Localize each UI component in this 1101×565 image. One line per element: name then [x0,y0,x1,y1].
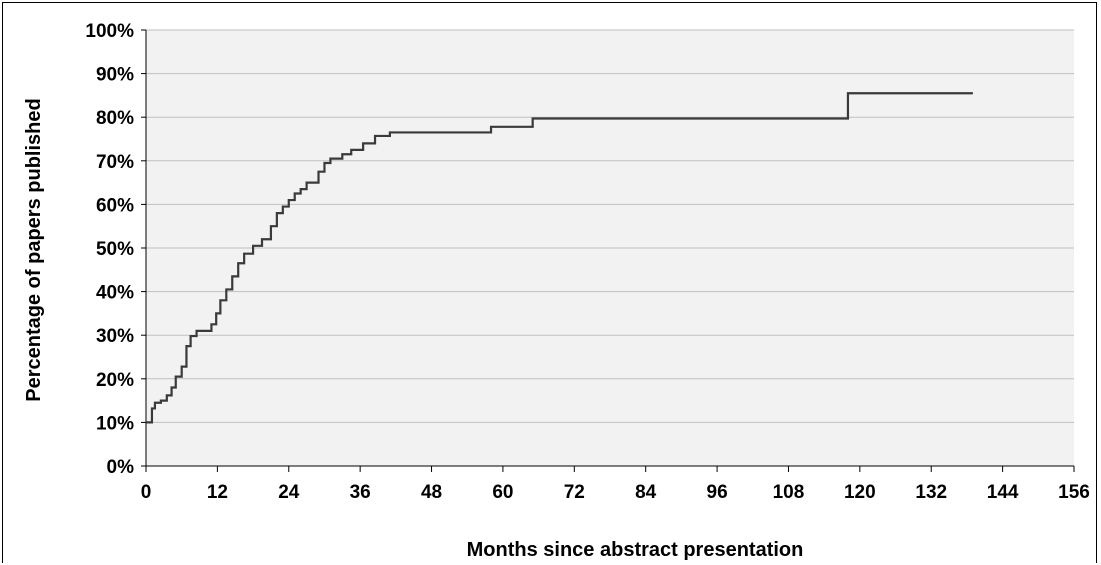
y-axis-title: Percentage of papers published [23,98,45,401]
y-tick-label: 40% [96,283,134,304]
x-tick-label: 132 [915,482,947,503]
x-tick-label: 12 [207,482,228,503]
y-tick-label: 60% [96,195,134,216]
y-tick-label: 50% [96,239,134,260]
x-tick-label: 60 [492,482,513,503]
x-tick-label: 108 [773,482,805,503]
x-tick-label: 120 [844,482,876,503]
y-tick-label: 90% [96,65,134,86]
y-axis-ticks: 0% 10% 20% 30% 40% 50% 60% 70% 80% 90% 100% [85,21,146,478]
x-tick-label: 0 [141,482,152,503]
y-tick-label: 10% [96,413,134,434]
y-tick-label: 0% [107,457,135,478]
x-tick-label: 96 [707,482,728,503]
x-axis-title: Months since abstract presentation [467,539,804,561]
x-tick-label: 24 [278,482,300,503]
y-tick-label: 80% [96,108,134,129]
x-tick-label: 36 [350,482,371,503]
x-axis-ticks: 0 12 24 36 48 60 72 84 96 108 120 132 144 156 [141,466,1090,503]
y-tick-label: 70% [96,152,134,173]
x-tick-label: 48 [421,482,442,503]
y-tick-label: 30% [96,326,134,347]
y-tick-label: 100% [85,21,134,42]
x-tick-label: 156 [1058,482,1090,503]
x-tick-label: 84 [635,482,657,503]
gridlines [146,29,1074,423]
series-line-publication-curve [146,92,973,424]
x-tick-label: 72 [564,482,585,503]
y-tick-label: 20% [96,370,134,391]
x-tick-label: 144 [987,482,1019,503]
